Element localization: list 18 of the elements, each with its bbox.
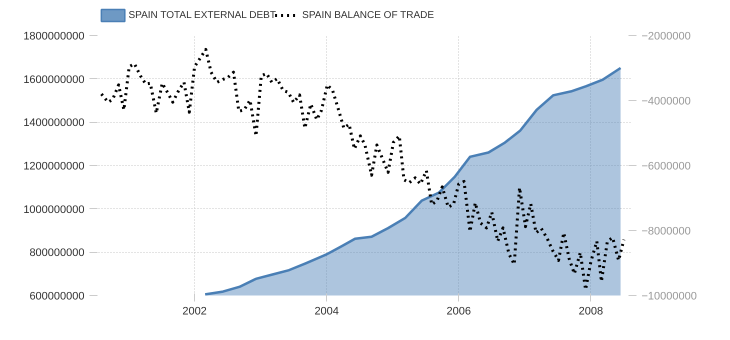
y-tick-label: 600000000 bbox=[29, 290, 85, 302]
y-tick-label: 1200000000 bbox=[23, 160, 85, 172]
x-tick-label: 2004 bbox=[314, 306, 339, 318]
y-tick-label: 1000000000 bbox=[23, 204, 85, 216]
y2-tick-label: −8000000 bbox=[642, 226, 691, 238]
y-tick-label: 1400000000 bbox=[23, 117, 85, 130]
y-tick-label: 800000000 bbox=[29, 247, 85, 260]
x-tick-label: 2008 bbox=[578, 306, 604, 318]
x-tick-label: 2006 bbox=[446, 306, 472, 318]
y2-tick-label: −4000000 bbox=[642, 96, 691, 108]
y-tick-label: 1600000000 bbox=[23, 74, 85, 86]
y2-tick-label: −10000000 bbox=[642, 290, 697, 302]
legend-label: SPAIN BALANCE OF TRADE bbox=[302, 10, 434, 21]
y-tick-label: 1800000000 bbox=[23, 30, 85, 42]
y2-tick-label: −6000000 bbox=[642, 160, 691, 172]
x-tick-label: 2002 bbox=[182, 306, 207, 318]
y2-tick-label: −2000000 bbox=[642, 30, 691, 42]
legend-label: SPAIN TOTAL EXTERNAL DEBT bbox=[128, 10, 276, 21]
